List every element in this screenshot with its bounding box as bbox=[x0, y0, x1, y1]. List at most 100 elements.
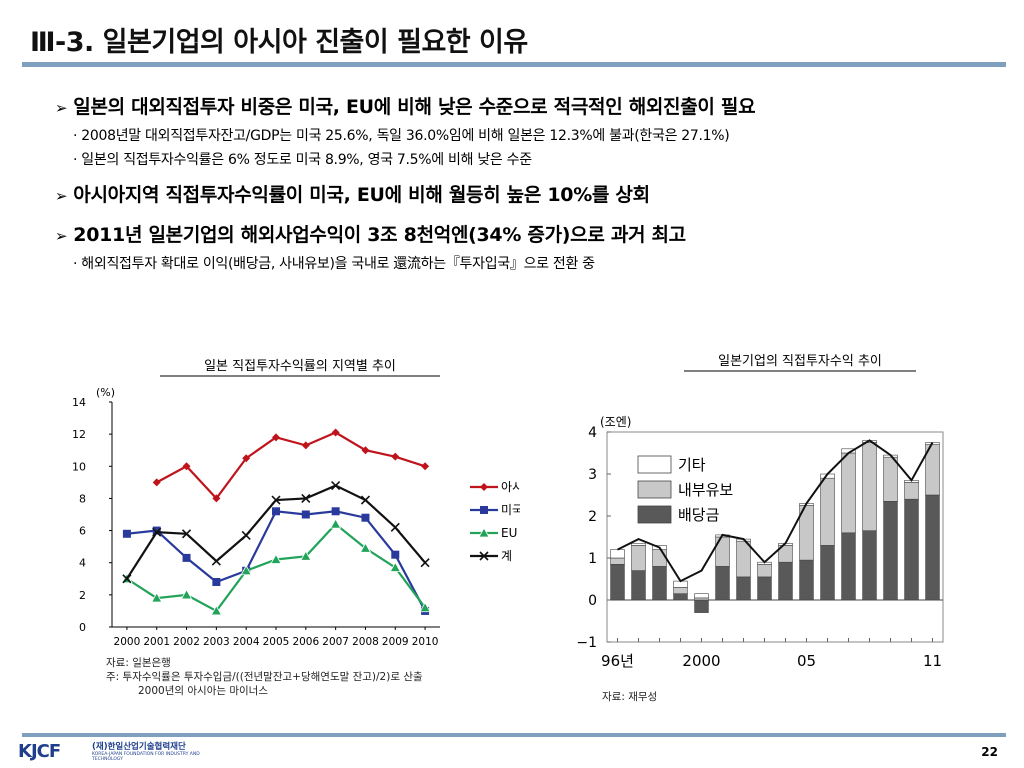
chart1-data-point bbox=[329, 518, 342, 529]
chart2-bar-배당금 bbox=[799, 559, 814, 601]
chart1-data-point bbox=[391, 550, 400, 559]
chart1-data-point bbox=[152, 478, 161, 487]
bar-chart-fdi-income: 일본기업의 직접투자수익 추이 (조엔) −1 0 1 2 3 4 96년 2000 05 11 기타내… bbox=[576, 354, 944, 670]
chart1-data-point bbox=[272, 507, 280, 516]
chart2-bar-내부유보 bbox=[862, 442, 877, 531]
chart2-source: 자료: 재무성 bbox=[602, 691, 658, 703]
chart2-legend-swatch bbox=[637, 455, 672, 474]
chart1-xtick-label: 2005 bbox=[263, 636, 290, 648]
chart1-data-point bbox=[270, 553, 282, 564]
chart2-bar-group bbox=[694, 593, 709, 613]
chart2-title: 일본기업의 직접투자수익 추이 bbox=[718, 354, 882, 369]
chart1-data-point bbox=[211, 556, 221, 566]
chart2-bar-배당금 bbox=[694, 599, 709, 613]
chart1-data-point bbox=[360, 495, 371, 505]
chart2-legend-label: 기타 bbox=[678, 456, 706, 474]
arrow-bullet-icon: ➢ bbox=[55, 187, 68, 205]
chart1-ytick-label: 2 bbox=[79, 589, 86, 602]
x-stroke bbox=[420, 558, 430, 568]
chart2-bar-배당금 bbox=[820, 545, 835, 601]
chart2-bar-group bbox=[925, 442, 940, 601]
chart2-bar-배당금 bbox=[883, 501, 898, 601]
chart2-bar-group bbox=[904, 480, 919, 601]
chart2-bar-group bbox=[799, 503, 814, 601]
chart1-xtick-label: 2008 bbox=[352, 636, 379, 648]
chart1-data-point bbox=[212, 494, 221, 503]
chart2-bar-배당금 bbox=[862, 530, 877, 601]
chart1-ylabel: (%) bbox=[96, 386, 115, 399]
chart1-data-point bbox=[421, 462, 430, 471]
chart2-bar-기타 bbox=[631, 543, 646, 546]
logo-mark: KJCF bbox=[18, 741, 61, 762]
bullet-1: ➢ 일본의 대외직접투자 비중은 미국, EU에 비해 낮은 수준으로 적극적인 … bbox=[55, 90, 1015, 124]
chart1-note: 주: 투자수익률은 투자수입금/((전년말잔고+당해연도말 잔고)/2)로 산출 bbox=[106, 671, 423, 683]
page-title: Ⅲ-3. 일본기업의 아시아 진출이 필요한 이유 bbox=[30, 27, 528, 58]
chart1-xtick-label: 2009 bbox=[382, 636, 409, 648]
x-stroke bbox=[301, 493, 311, 503]
chart2-bar-내부유보 bbox=[610, 557, 625, 565]
chart2-bar-내부유보 bbox=[631, 545, 646, 571]
chart2-bar-내부유보 bbox=[841, 452, 856, 534]
title-divider bbox=[22, 62, 1006, 67]
chart1-ytick-label: 10 bbox=[72, 460, 86, 473]
chart1-legend-marker bbox=[478, 527, 490, 538]
chart1-data-point bbox=[420, 558, 430, 568]
chart1-data-point bbox=[122, 529, 131, 538]
chart1-data-point bbox=[301, 441, 310, 450]
bullet-1-text: 일본의 대외직접투자 비중은 미국, EU에 비해 낮은 수준으로 적극적인 해… bbox=[73, 96, 756, 118]
chart1-notes: 자료: 일본은행 주: 투자수익률은 투자수입금/((전년말잔고+당해연도말 잔… bbox=[106, 656, 423, 698]
chart2-bar-group bbox=[757, 561, 772, 601]
chart1-data-point bbox=[391, 452, 400, 461]
chart2-bar-배당금 bbox=[778, 561, 793, 601]
chart1-data-point bbox=[331, 507, 340, 516]
chart1-data-point bbox=[241, 530, 251, 540]
x-stroke bbox=[152, 527, 162, 537]
chart1-xtick-label: 2007 bbox=[322, 636, 349, 648]
bullet-1-sub-1: · 2008년말 대외직접투자잔고/GDP는 미국 25.6%, 독일 36.0… bbox=[73, 128, 730, 144]
chart1-data-point bbox=[122, 574, 132, 584]
chart2-ytick-label: 0 bbox=[588, 593, 597, 609]
chart2-bar-내부유보 bbox=[736, 540, 751, 578]
bullet-3-text: 2011년 일본기업의 해외사업수익이 3조 8천억엔(34% 증가)으로 과거… bbox=[73, 224, 686, 246]
chart1-legend-label: 아시아 bbox=[501, 480, 520, 494]
chart1-data-point bbox=[361, 446, 370, 455]
chart1-data-point bbox=[240, 564, 252, 576]
chart1-ytick-label: 12 bbox=[72, 428, 86, 441]
chart2-bar-내부유보 bbox=[694, 597, 709, 601]
chart1-series-4: 계 bbox=[122, 481, 512, 584]
chart2-plot-frame bbox=[606, 431, 944, 643]
chart1-xtick-label: 2001 bbox=[143, 636, 170, 648]
chart1-data-point bbox=[152, 527, 162, 537]
chart2-bar-기타 bbox=[610, 549, 625, 559]
chart1-legend-marker bbox=[480, 483, 488, 491]
chart2-ytick-label: 2 bbox=[588, 509, 597, 525]
chart2-xtick-label: 05 bbox=[797, 652, 816, 670]
chart2-bar-배당금 bbox=[631, 570, 646, 601]
chart1-data-point bbox=[331, 481, 341, 491]
chart1-data-point bbox=[180, 589, 193, 600]
chart1-ytick-label: 6 bbox=[79, 525, 86, 538]
chart2-bar-배당금 bbox=[757, 576, 772, 601]
chart2-bar-배당금 bbox=[652, 566, 667, 601]
chart2-bar-group bbox=[862, 440, 877, 601]
chart2-bar-배당금 bbox=[673, 593, 688, 601]
chart1-data-point bbox=[359, 542, 372, 553]
chart1-data-point bbox=[301, 493, 311, 503]
x-stroke bbox=[271, 495, 281, 505]
chart2-bar-내부유보 bbox=[757, 564, 772, 578]
chart2-bar-내부유보 bbox=[904, 482, 919, 500]
chart2-bar-내부유보 bbox=[883, 456, 898, 502]
chart1-data-point bbox=[271, 495, 281, 505]
chart2-ytick-label: 1 bbox=[588, 551, 597, 567]
chart2-total-line bbox=[617, 439, 934, 583]
bullet-3-sub-1: · 해외직접투자 확대로 이익(배당금, 사내유보)을 국내로 還流하는『투자입… bbox=[73, 256, 595, 272]
chart1-xtick-label: 2003 bbox=[203, 636, 230, 648]
chart1-ytick-label: 14 bbox=[72, 396, 86, 409]
chart1-data-point bbox=[151, 592, 163, 603]
chart1-data-point bbox=[361, 513, 370, 522]
chart1-source: 자료: 일본은행 bbox=[106, 657, 171, 669]
chart1-data-point bbox=[272, 433, 280, 442]
chart2-bar-group bbox=[610, 549, 625, 601]
chart2-bar-group bbox=[736, 538, 751, 601]
chart1-ytick-label: 8 bbox=[79, 492, 86, 505]
